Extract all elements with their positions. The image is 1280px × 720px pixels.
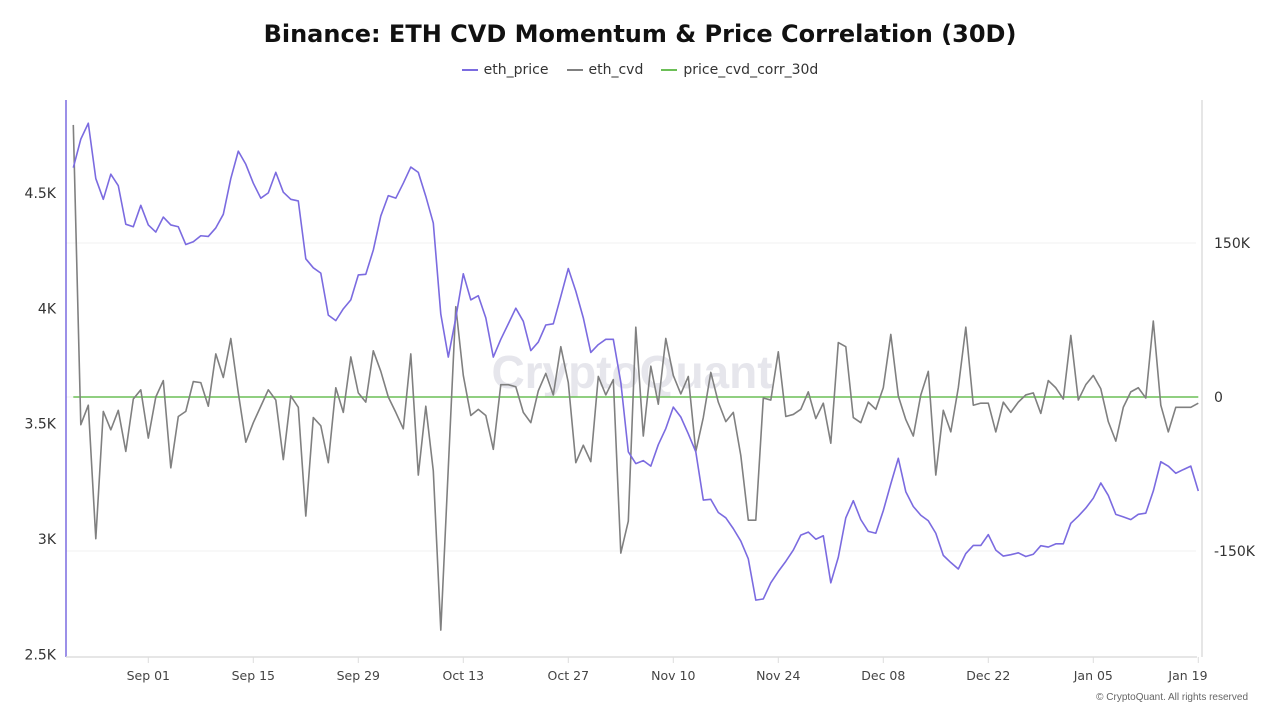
chart-title: Binance: ETH CVD Momentum & Price Correl… xyxy=(263,20,1017,48)
series-line-eth-price xyxy=(72,122,1200,601)
y-right-tick-label: -150K xyxy=(1214,544,1256,560)
legend-item-eth-cvd[interactable]: eth_cvd xyxy=(566,62,644,78)
y-left-tick-label: 4K xyxy=(38,301,57,317)
y-left-tick-label: 3K xyxy=(38,532,57,548)
axes xyxy=(65,100,1203,663)
legend-item-eth-price[interactable]: eth_price xyxy=(461,62,549,78)
legend-item-corr[interactable]: price_cvd_corr_30d xyxy=(661,62,818,78)
series-line-eth-cvd xyxy=(72,124,1199,631)
legend-label-eth-cvd: eth_cvd xyxy=(588,62,644,78)
y-left-tick-label: 4.5K xyxy=(25,186,57,202)
y-left-tick-label: 3.5K xyxy=(25,417,57,433)
legend-label-corr: price_cvd_corr_30d xyxy=(683,62,819,78)
x-tick-label: Dec 08 xyxy=(861,668,905,683)
x-tick-label: Nov 24 xyxy=(756,668,800,683)
x-tick-label: Nov 10 xyxy=(651,668,695,683)
legend: eth_price eth_cvd price_cvd_corr_30d xyxy=(0,62,1280,78)
y-right-tick-label: 150K xyxy=(1214,236,1251,252)
legend-swatch-corr xyxy=(661,69,678,71)
x-tick-label: Oct 27 xyxy=(548,668,590,683)
legend-swatch-eth-price xyxy=(461,69,478,71)
legend-swatch-eth-cvd xyxy=(566,69,583,71)
x-tick-label: Sep 29 xyxy=(337,668,380,683)
watermark: CryptoQuant xyxy=(491,346,772,398)
x-tick-label: Dec 22 xyxy=(966,668,1010,683)
tick-labels: 2.5K 3K 3.5K 4K 4.5K -150K 0 150K Sep 01 Sep 15 Se… xyxy=(25,186,1256,683)
y-right-tick-label: 0 xyxy=(1214,390,1223,406)
copyright-notice: © CryptoQuant. All rights reserved xyxy=(1096,692,1248,703)
legend-label-eth-price: eth_price xyxy=(483,62,549,78)
x-tick-label: Sep 01 xyxy=(127,668,170,683)
x-tick-label: Oct 13 xyxy=(443,668,485,683)
series-lines xyxy=(72,122,1200,631)
x-tick-label: Jan 19 xyxy=(1167,668,1207,683)
x-tick-label: Sep 15 xyxy=(232,668,275,683)
x-tick-label: Jan 05 xyxy=(1073,668,1113,683)
y-left-tick-label: 2.5K xyxy=(25,647,57,663)
